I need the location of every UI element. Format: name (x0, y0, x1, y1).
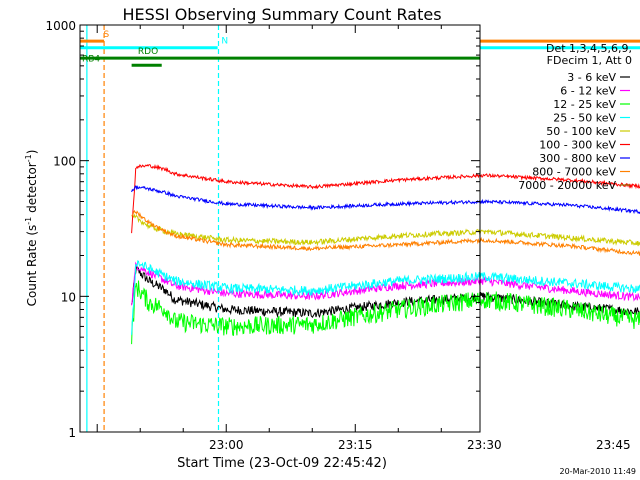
series-line (131, 265, 640, 319)
series-line (131, 280, 640, 345)
plot-frame (79, 24, 481, 433)
legend-label: 7000 - 20000 keV (518, 179, 616, 192)
legend: Det 1,3,4,5,6,9,FDecim 1, Att 0 3 - 6 keV… (518, 42, 632, 192)
legend-label: 6 - 12 keV (560, 85, 616, 98)
y-axis-label: Count Rate (s-1 detector-1) (24, 150, 39, 307)
x-axis-label: Start Time (23-Oct-09 22:45:42) (177, 456, 387, 471)
y-tick-label: 100 (53, 155, 76, 169)
footer-timestamp: 20-Mar-2010 11:49 (560, 467, 637, 476)
legend-label: 50 - 100 keV (546, 125, 616, 138)
legend-label: 100 - 300 keV (539, 139, 616, 152)
series-line (131, 260, 640, 335)
legend-label: 3 - 6 keV (567, 71, 616, 84)
legend-label: 300 - 800 keV (539, 152, 616, 165)
state-bar-label: N (221, 37, 228, 47)
y-tick-label: 1 (68, 426, 76, 440)
legend-label: 12 - 25 keV (553, 98, 616, 111)
y-tick-label: 10 (61, 290, 76, 304)
state-bar-label: RB4 (82, 54, 100, 64)
x-tick-label: 23:30 (467, 438, 502, 452)
legend-header: Det 1,3,4,5,6,9, (546, 42, 632, 55)
x-tick-label: 23:00 (209, 438, 244, 452)
series-line (131, 213, 640, 247)
series-line (131, 209, 640, 256)
series-line (131, 163, 640, 234)
x-tick-label: 23:15 (338, 438, 373, 452)
chart-title: HESSI Observing Summary Count Rates (122, 5, 441, 24)
plot-area: SNRDORB4110100100023:0023:1523:3023:4500… (45, 19, 640, 452)
legend-header: FDecim 1, Att 0 (547, 54, 632, 67)
series-line (131, 261, 640, 306)
legend-label: 25 - 50 keV (553, 112, 616, 125)
y-tick-label: 1000 (45, 19, 76, 33)
legend-label: 800 - 7000 keV (532, 166, 616, 179)
x-tick-label: 23:45 (596, 438, 631, 452)
state-bar-label: S (104, 30, 110, 40)
series-line (131, 185, 640, 215)
state-bar-label: RDO (138, 47, 158, 57)
